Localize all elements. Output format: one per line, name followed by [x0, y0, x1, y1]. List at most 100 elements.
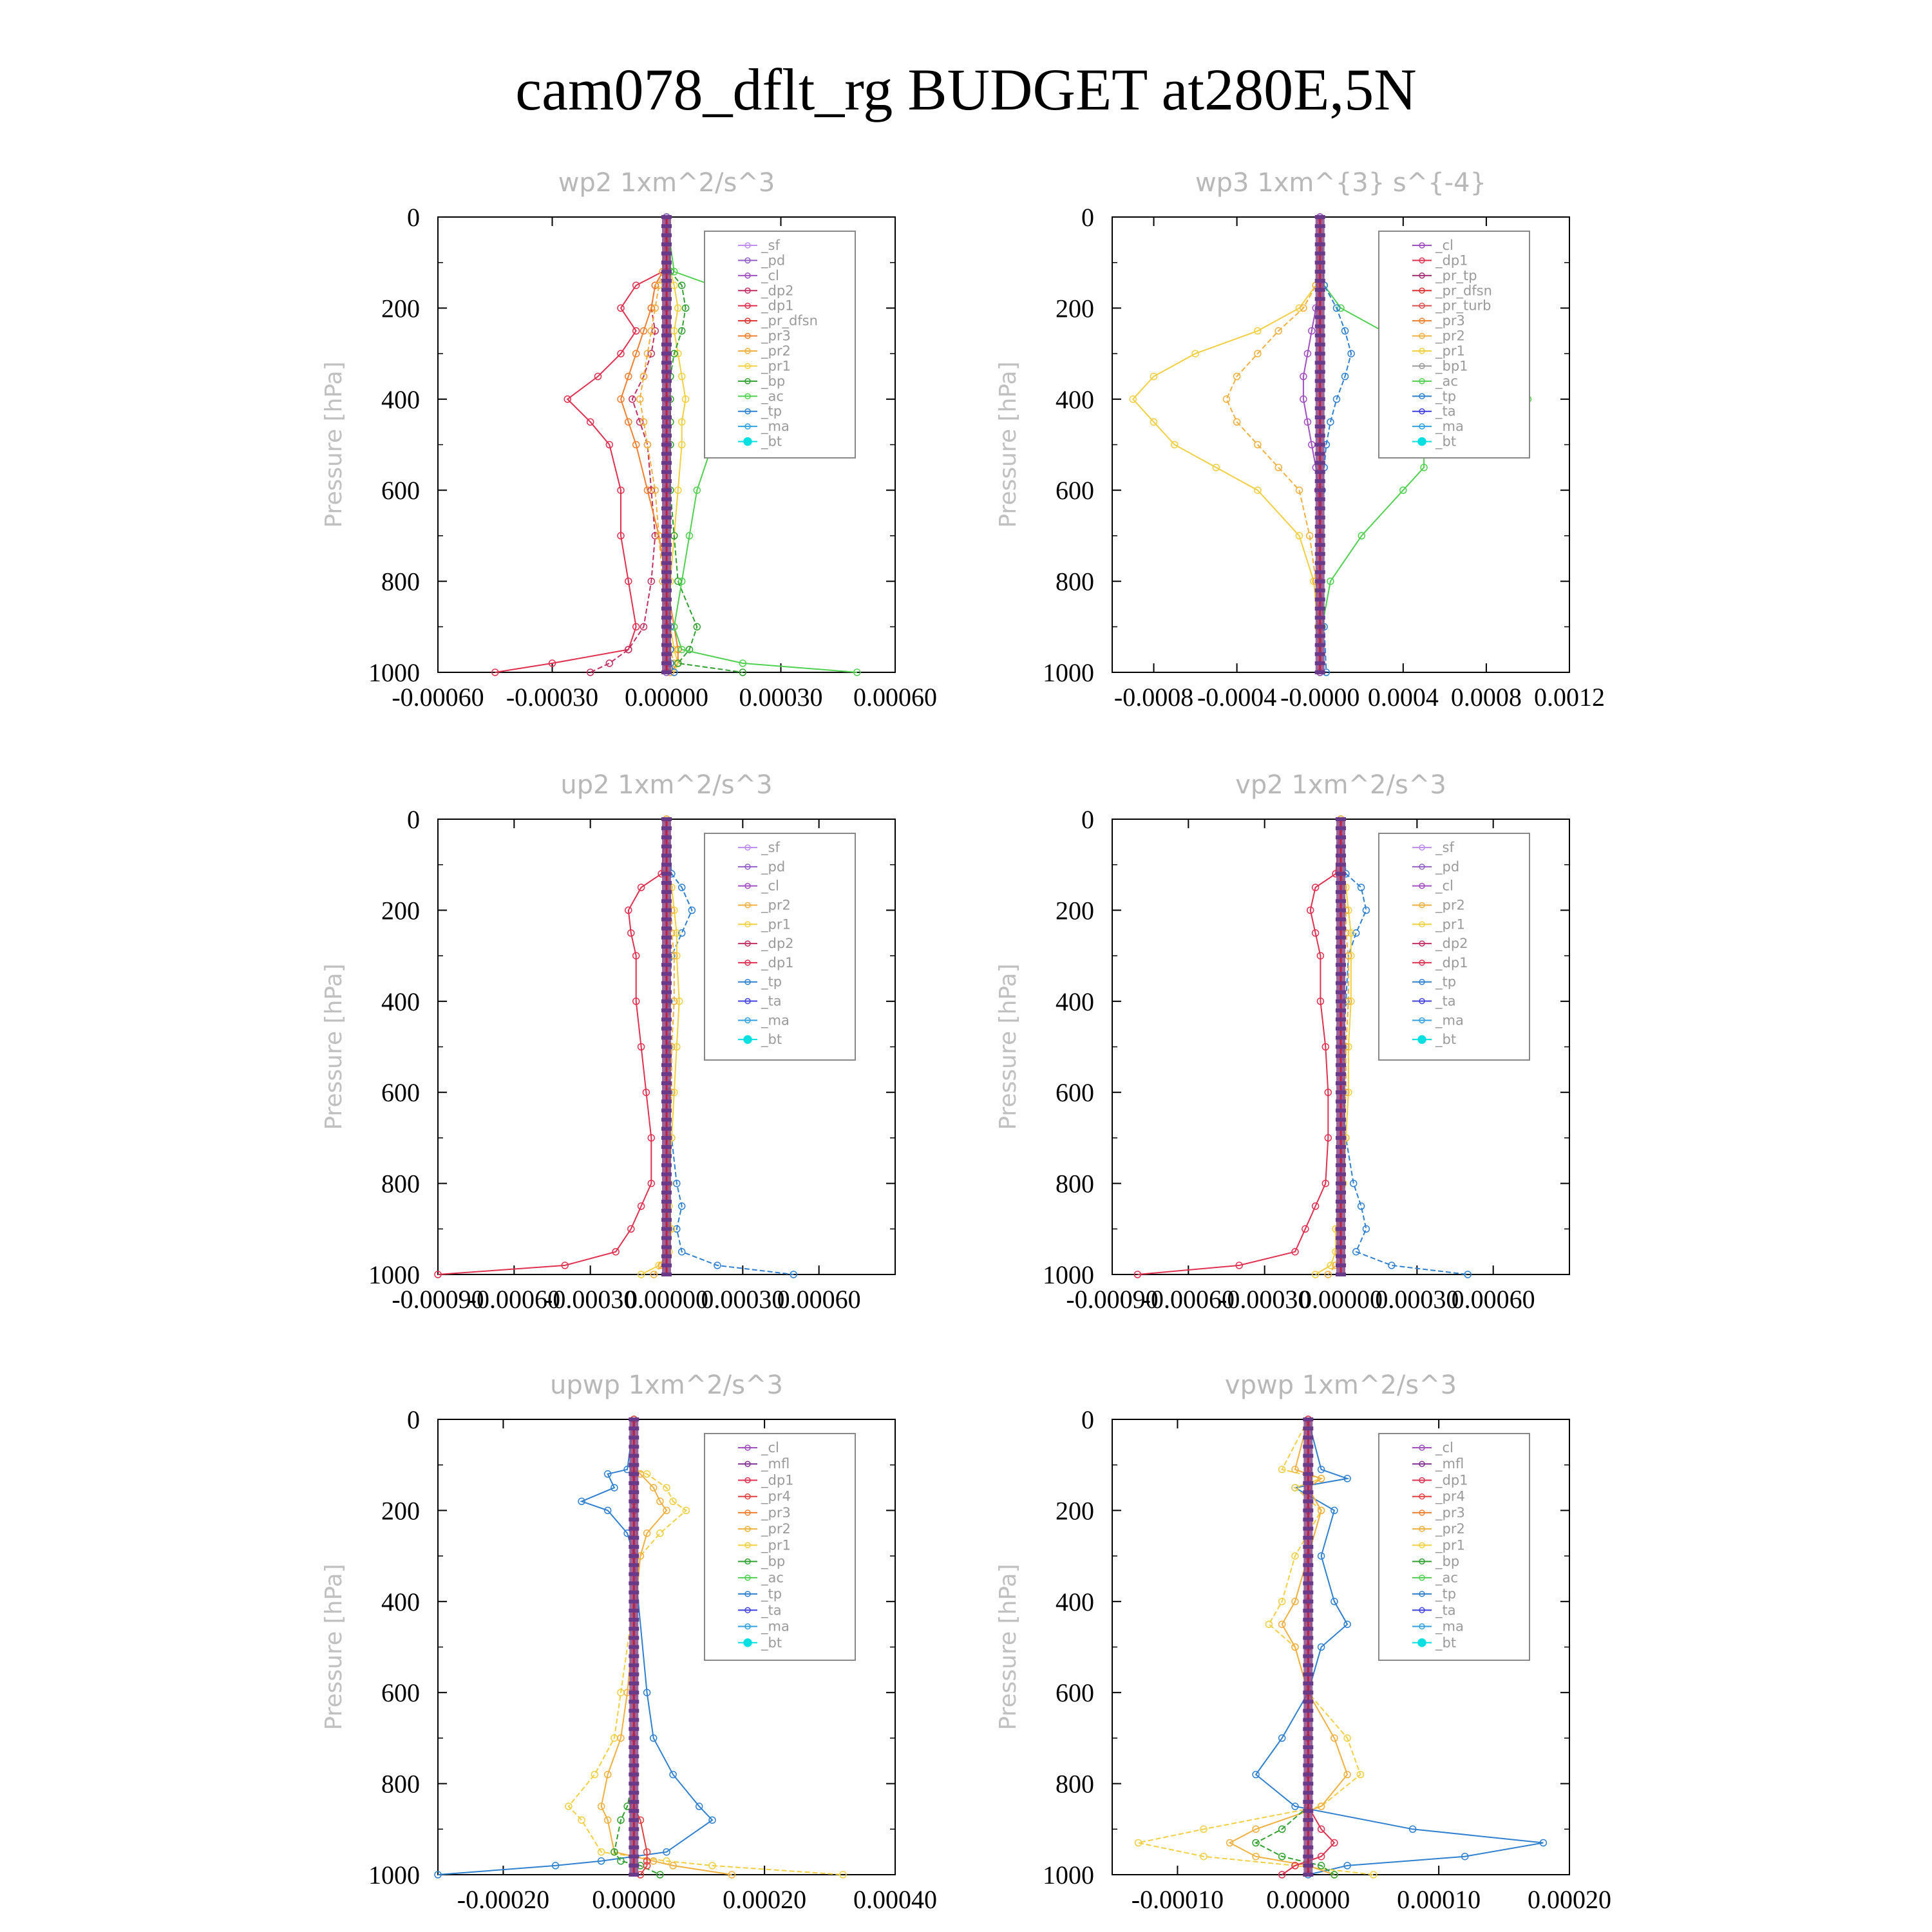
- zero-series-marker: [629, 1472, 639, 1476]
- legend-label-bt: _bt: [761, 1635, 782, 1651]
- chart-panel-5: upwp 1xm^2/s^3 Pressure [hPa] 0 200 400 600 80…: [321, 1370, 937, 1914]
- legend-label-bp: _bp: [1435, 1554, 1459, 1570]
- zero-series-marker: [661, 1117, 672, 1122]
- y-tick-label: 1000: [1043, 658, 1094, 687]
- zero-series-marker: [1314, 625, 1325, 629]
- data-point-dp1: [612, 1247, 620, 1256]
- legend-label-dp1: _dp1: [1435, 955, 1468, 971]
- zero-series-marker: [1314, 670, 1325, 674]
- zero-series-marker: [629, 1481, 639, 1485]
- legend-marker-pr4: [1419, 1493, 1425, 1500]
- zero-series-marker: [1303, 1563, 1314, 1567]
- data-point-pr2: [1254, 440, 1262, 449]
- legend-marker-ma: [1419, 423, 1425, 430]
- zero-series-marker: [1314, 533, 1325, 538]
- data-point-tp: [1408, 1825, 1417, 1833]
- zero-series-marker: [1303, 1754, 1314, 1759]
- data-point-pr1: [1200, 1825, 1208, 1833]
- data-point-pr2: [1343, 1770, 1351, 1779]
- data-point-pr1: [677, 418, 686, 426]
- legend-label-pr2: _pr2: [761, 897, 791, 913]
- zero-series-marker: [1314, 306, 1325, 310]
- legend-label-pr2: _pr2: [761, 343, 791, 359]
- data-point-tp: [1352, 1247, 1360, 1256]
- y-tick-label: 600: [1056, 1078, 1094, 1107]
- zero-series-marker: [661, 908, 672, 913]
- zero-series-marker: [661, 1163, 672, 1168]
- legend-label-tp: _tp: [1435, 974, 1456, 990]
- x-tick-label: -0.00030: [1218, 1285, 1311, 1314]
- zero-series-marker: [1303, 1535, 1314, 1540]
- data-point-pr2: [643, 1530, 651, 1537]
- legend-label-bp1: _bp1: [1435, 358, 1468, 374]
- zero-series-marker: [1303, 1554, 1314, 1558]
- figure-title: cam078_dflt_rg BUDGET at280E,5N: [515, 57, 1416, 122]
- legend-label-bt: _bt: [1435, 1032, 1456, 1048]
- legend-marker-pr1: [744, 921, 751, 928]
- data-point-pr4: [643, 1862, 651, 1870]
- zero-series-marker: [1303, 1572, 1314, 1577]
- data-point-pr1: [708, 1862, 716, 1870]
- zero-series-marker: [629, 1508, 639, 1513]
- zero-series-marker: [1303, 1809, 1314, 1814]
- legend-label-ma: _ma: [761, 419, 790, 435]
- zero-series-marker: [661, 1063, 672, 1067]
- legend-marker-cl: [744, 272, 751, 279]
- data-point-pr3: [625, 418, 632, 426]
- zero-series-marker: [629, 1854, 639, 1859]
- legend-label-pr4: _pr4: [1435, 1489, 1465, 1505]
- zero-series-marker: [661, 1245, 672, 1249]
- legend-marker-dp1: [744, 1477, 751, 1484]
- zero-series-marker: [1303, 1781, 1314, 1786]
- zero-series-marker: [661, 1209, 672, 1213]
- zero-series-marker: [1314, 497, 1325, 502]
- legend-label-dp2: _dp2: [761, 936, 794, 952]
- zero-series-marker: [629, 1463, 639, 1467]
- data-point-tp: [1362, 906, 1370, 914]
- legend-label-ac: _ac: [761, 388, 784, 404]
- zero-series-marker: [1336, 926, 1346, 931]
- zero-series-marker: [661, 926, 672, 931]
- data-point-dp1: [637, 1043, 645, 1051]
- x-tick-label: 0.00060: [1452, 1285, 1535, 1314]
- data-point-pr4: [643, 1848, 651, 1856]
- zero-series-marker: [1303, 1709, 1314, 1713]
- zero-series-marker: [661, 570, 672, 574]
- data-point-dp1: [647, 1179, 656, 1188]
- legend-marker-pr3: [1419, 317, 1425, 324]
- data-point-dp1: [1317, 1852, 1325, 1861]
- data-point-pr1: [1150, 372, 1158, 381]
- y-tick-label: 1000: [368, 1260, 420, 1289]
- data-point-tp: [708, 1816, 716, 1824]
- data-point-pr1: [669, 1497, 677, 1506]
- data-point-pr2: [1252, 1825, 1260, 1833]
- zero-series-marker: [629, 1645, 639, 1649]
- zero-series-marker: [661, 835, 672, 840]
- series-line-pr3: [620, 216, 679, 673]
- data-point-dp1: [1133, 1271, 1142, 1278]
- data-point-bp: [674, 659, 682, 667]
- zero-series-marker: [629, 1581, 639, 1586]
- zero-series-marker: [1314, 224, 1325, 229]
- zero-series-marker: [1303, 1700, 1314, 1704]
- data-point-pr2: [1274, 327, 1282, 335]
- zero-series-marker: [661, 1145, 672, 1150]
- zero-series-marker: [1314, 488, 1325, 493]
- zero-series-marker: [629, 1499, 639, 1504]
- legend-marker-bp: [1419, 1558, 1425, 1565]
- data-point-bp: [739, 668, 747, 676]
- y-tick-label: 200: [1056, 1496, 1094, 1525]
- data-point-dp1: [586, 418, 594, 426]
- data-point-dp2: [605, 659, 614, 667]
- data-point-pr1: [1278, 1466, 1286, 1473]
- legend-marker-cl: [1419, 882, 1425, 889]
- zero-series-marker: [1336, 1045, 1346, 1049]
- legend-box: [1378, 231, 1530, 459]
- legend-label-pd: _pd: [1435, 859, 1459, 875]
- chart-panel-2: wp3 1xm^{3} s^{-4} Pressure [hPa] 0 200 400 6…: [995, 168, 1605, 712]
- data-point-bp: [677, 281, 686, 289]
- zero-series-marker: [1303, 1526, 1314, 1531]
- zero-series-marker: [661, 543, 672, 547]
- data-point-pr2: [728, 1871, 736, 1879]
- legend-marker-bp: [744, 1558, 751, 1565]
